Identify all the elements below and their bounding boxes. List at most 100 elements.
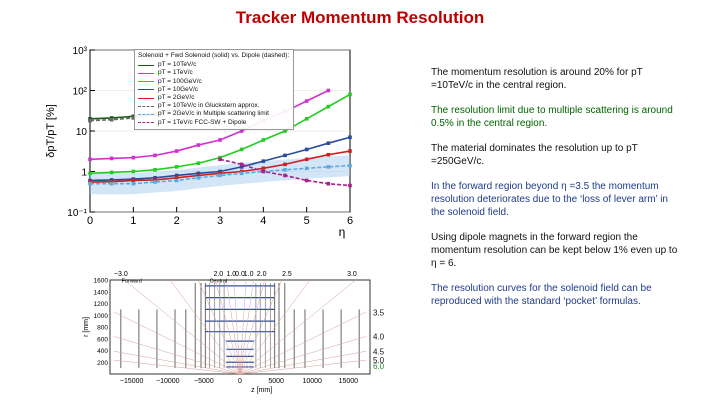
eta-label: 4.0 [373, 332, 385, 341]
data-point [348, 163, 352, 168]
data-point [88, 171, 92, 176]
eta-line [239, 359, 367, 375]
eta-line [226, 279, 241, 375]
data-point [326, 181, 331, 186]
data-point [153, 175, 157, 180]
data-point [196, 171, 201, 176]
eta-line [239, 336, 367, 375]
data-point [131, 178, 136, 183]
data-point [283, 129, 287, 133]
data-point [239, 162, 244, 167]
data-point [304, 117, 309, 121]
eta-label: 5.0 [373, 356, 385, 365]
plot1-legend: Solenoid + Fwd Solenoid (solid) vs. Dipo… [134, 49, 294, 130]
eta-line [197, 279, 241, 375]
data-point [196, 175, 201, 180]
data-point [174, 173, 179, 178]
eta-line [113, 311, 241, 375]
data-point [196, 161, 201, 166]
tracker-layout-plot: −15000 −10000 −5000 0 5000 10000 15000 200 400 60… [83, 271, 385, 394]
region-label: Forward [122, 278, 142, 284]
legend-item: pT = 1TeV/c [138, 69, 290, 77]
legend-label: pT = 1TeV/c FCC-SW + Dipole [158, 118, 247, 126]
y-tick-label: 1000 [94, 313, 109, 320]
legend-item: pT = 100GeV/c [138, 78, 290, 86]
legend-swatch [138, 105, 154, 107]
data-point [88, 118, 92, 123]
data-point [239, 169, 244, 174]
eta-line [239, 279, 311, 375]
data-point [326, 152, 331, 157]
data-point [88, 117, 92, 121]
note-1: The momentum resolution is around 20% fo… [431, 67, 643, 91]
x-tick-label: 1 [130, 215, 136, 227]
data-point [174, 178, 179, 183]
data-point [326, 141, 331, 145]
eta-line [239, 279, 283, 375]
legend-header: Solenoid + Fwd Solenoid (solid) vs. Dipo… [138, 52, 290, 59]
eta-label: 4.5 [373, 348, 385, 357]
legend-item: pT = 2GeV/c [138, 94, 290, 102]
x-tick-label: −10000 [156, 378, 180, 385]
y-tick-label: 10 [76, 127, 88, 138]
data-point [174, 175, 179, 180]
data-point [109, 156, 114, 161]
data-point [153, 180, 157, 184]
data-point [153, 168, 157, 172]
data-point [218, 157, 222, 162]
data-point [348, 135, 352, 140]
x-tick-label: 3 [217, 215, 223, 227]
notes-panel: The momentum resolution is around 20% fo… [431, 66, 681, 320]
eta-line [169, 279, 241, 375]
note-5: Using dipole magnets in the forward regi… [431, 232, 678, 269]
data-point [131, 181, 136, 186]
y-tick-label: 600 [97, 336, 108, 343]
eta-line [239, 279, 254, 375]
x-tick-label: 6 [347, 215, 353, 227]
data-point [326, 165, 331, 169]
note-6: The resolution curves for the solenoid f… [431, 283, 652, 307]
data-point [131, 169, 136, 174]
x-tick-label: 5 [304, 215, 310, 227]
data-point [326, 88, 331, 93]
x-tick-label: 0 [87, 215, 93, 227]
eta-line [239, 311, 367, 375]
eta-line [239, 350, 367, 375]
x-tick-label: 0 [238, 378, 242, 385]
data-point [348, 183, 352, 188]
data-point [239, 171, 244, 176]
x-axis-label: η [339, 225, 346, 239]
legend-swatch [138, 64, 154, 66]
y-tick-label: 400 [97, 348, 108, 355]
data-point [109, 170, 114, 175]
data-point [88, 181, 92, 186]
data-point [131, 116, 136, 120]
data-point [283, 168, 287, 172]
y-tick-label: 1400 [94, 289, 109, 296]
legend-swatch [138, 89, 154, 91]
legend-item: pT = 10TeV/c [138, 61, 290, 69]
y-tick-label: 1600 [94, 278, 109, 285]
data-point [109, 181, 114, 186]
data-point [174, 149, 179, 153]
x-tick-label: 5000 [268, 378, 284, 385]
eta-line [113, 359, 241, 375]
data-point [218, 171, 222, 176]
legend-swatch [138, 81, 154, 83]
data-point [109, 179, 114, 184]
data-point [283, 162, 287, 167]
data-point [304, 157, 309, 162]
data-point [283, 153, 287, 158]
note-2: The resolution limit due to multiple sca… [431, 105, 673, 129]
legend-label: pT = 100GeV/c [158, 77, 202, 85]
data-point [131, 155, 136, 160]
data-point [239, 165, 244, 169]
data-point [196, 143, 201, 147]
legend-label: pT = 2GeV/c in Multiple scattering limit [158, 110, 269, 118]
legend-swatch [138, 114, 154, 116]
eta-line [239, 279, 247, 375]
legend-item: pT = 10GeV/c [138, 86, 290, 94]
y-tick-label: 10³ [73, 46, 88, 57]
slide-title: Tracker Momentum Resolution [235, 8, 485, 27]
eta-label: 1.0 [226, 271, 236, 278]
